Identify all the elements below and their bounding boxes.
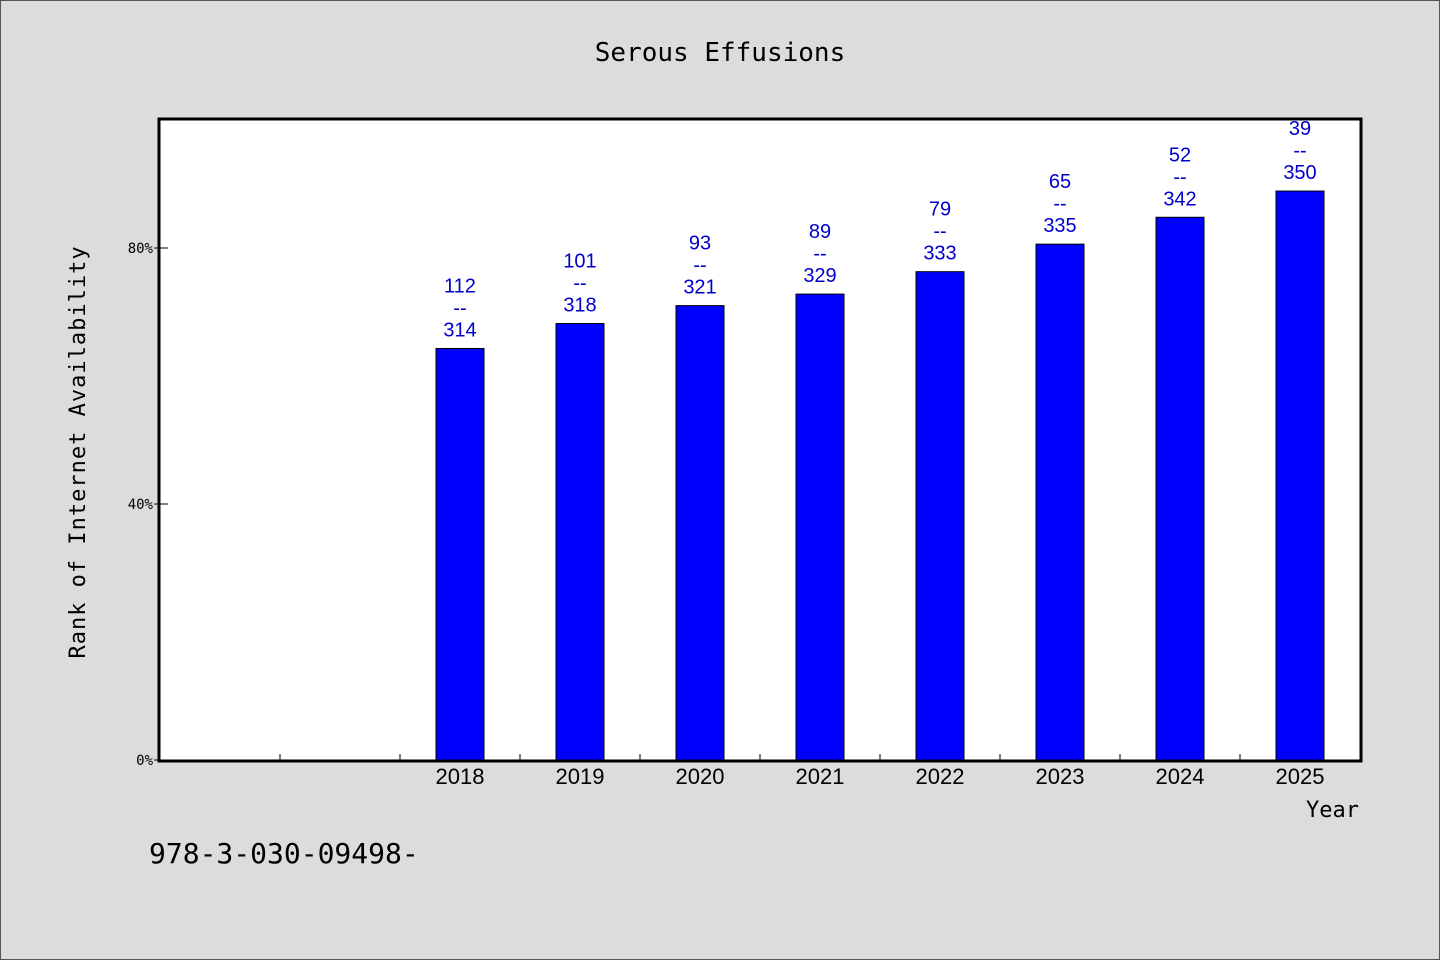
- data-label-top: 39: [1289, 118, 1311, 140]
- data-label-sep: --: [573, 273, 586, 295]
- data-label-bottom: 333: [923, 243, 956, 265]
- bar-2023: [1035, 243, 1085, 761]
- y-tick-label: 40%: [128, 497, 154, 513]
- data-label-top: 65: [1049, 171, 1071, 193]
- data-label-bottom: 314: [443, 319, 476, 341]
- x-tick-label: 2025: [1276, 764, 1325, 789]
- bar-2021: [795, 293, 845, 761]
- data-label-top: 79: [929, 199, 951, 221]
- x-tick-label: 2018: [436, 764, 485, 789]
- data-label-sep: --: [1173, 166, 1186, 188]
- data-label-top: 52: [1169, 144, 1191, 166]
- data-label-sep: --: [1293, 140, 1306, 162]
- data-label-sep: --: [453, 297, 466, 319]
- bar-2018: [435, 347, 485, 761]
- bar-2020: [675, 305, 725, 761]
- bars-group: [435, 190, 1325, 761]
- x-tick-label: 2024: [1156, 764, 1205, 789]
- data-label-top: 89: [809, 221, 831, 243]
- data-label-bottom: 350: [1283, 162, 1316, 184]
- footer-isbn: 978-3-030-09498-: [149, 837, 419, 870]
- data-label-sep: --: [1053, 193, 1066, 215]
- y-axis-ticks: 0% 40% 80%: [128, 241, 168, 769]
- data-label-bottom: 335: [1043, 215, 1076, 237]
- x-tick-label: 2022: [916, 764, 965, 789]
- x-axis-label: Year: [1306, 798, 1359, 823]
- bar-2025: [1275, 190, 1325, 761]
- chart-title: Serous Effusions: [595, 38, 845, 68]
- x-tick-label: 2019: [556, 764, 605, 789]
- data-label-bottom: 329: [803, 265, 836, 287]
- y-axis-label: Rank of Internet Availability: [66, 245, 91, 658]
- data-label-sep: --: [933, 221, 946, 243]
- bar-2019: [555, 323, 605, 761]
- data-label-top: 112: [444, 275, 476, 297]
- data-label-bottom: 342: [1163, 188, 1196, 210]
- y-tick-label: 80%: [128, 241, 154, 257]
- data-label-sep: --: [693, 255, 706, 277]
- y-tick-label: 0%: [136, 753, 153, 769]
- data-label-bottom: 321: [683, 277, 716, 299]
- x-axis-ticks: 2018 2019 2020 2021 2022 2023 2024 2025: [279, 754, 1325, 789]
- bar-2024: [1155, 216, 1205, 761]
- x-tick-label: 2023: [1036, 764, 1085, 789]
- data-labels-group: 112--314101--31893--32189--32979--33365-…: [443, 118, 1316, 341]
- x-tick-label: 2020: [676, 764, 725, 789]
- data-label-sep: --: [813, 243, 826, 265]
- x-tick-label: 2021: [796, 764, 845, 789]
- data-label-bottom: 318: [563, 295, 596, 317]
- bar-2022: [915, 271, 965, 761]
- data-label-top: 101: [563, 251, 596, 273]
- data-label-top: 93: [689, 233, 711, 255]
